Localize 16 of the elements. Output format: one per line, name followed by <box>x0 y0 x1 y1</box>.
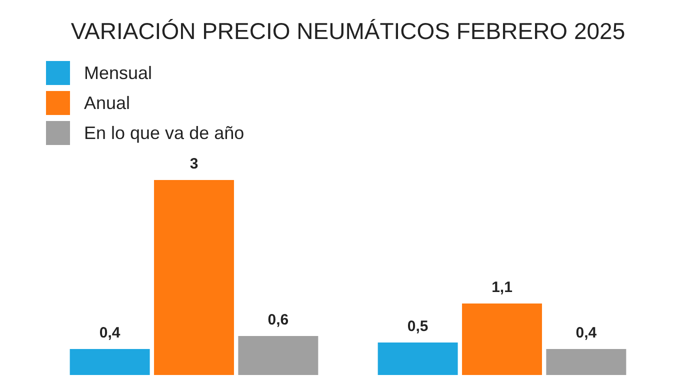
bar <box>154 180 234 375</box>
data-label: 0,6 <box>268 312 289 329</box>
legend-label: En lo que va de año <box>84 122 244 144</box>
bar <box>70 349 150 375</box>
data-label: 3 <box>190 156 198 173</box>
bar <box>378 342 458 375</box>
legend-label: Mensual <box>84 62 152 84</box>
bar <box>546 349 626 375</box>
data-label: 0,4 <box>99 324 121 342</box>
data-label: 0,5 <box>407 318 428 336</box>
bar <box>238 336 318 375</box>
data-label: 0,4 <box>576 324 598 342</box>
bar <box>462 304 542 375</box>
chart-title: VARIACIÓN PRECIO NEUMÁTICOS FEBRERO 2025 <box>70 18 626 46</box>
data-label: 1,1 <box>492 279 512 296</box>
legend-label: Anual <box>84 92 130 114</box>
